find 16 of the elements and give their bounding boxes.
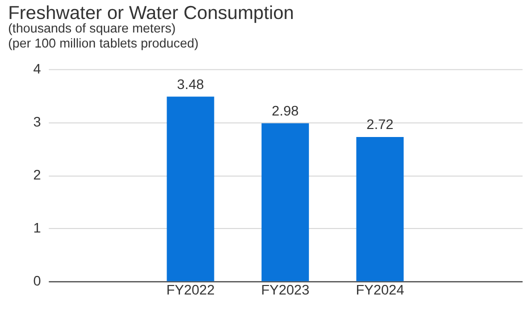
x-tick-label: FY2023 (261, 282, 310, 298)
bar (166, 96, 214, 282)
data-label: 3.48 (177, 76, 204, 92)
y-tick-label: 3 (33, 114, 42, 130)
bar (262, 123, 309, 282)
data-label: 2.72 (366, 116, 394, 132)
chart-title: Freshwater or Water Consumption (8, 2, 294, 23)
y-tick-label: 4 (33, 60, 42, 77)
data-label: 2.98 (272, 102, 299, 118)
y-tick-label: 1 (33, 220, 41, 236)
x-tick-label: FY2024 (356, 282, 404, 298)
y-tick-label: 0 (33, 272, 42, 289)
chart-subtitle: (thousands of square meters) (per 100 million tablets produced) (8, 20, 198, 50)
y-tick-label: 2 (33, 166, 41, 183)
x-tick-label: FY2022 (166, 282, 215, 298)
bar (356, 137, 404, 282)
